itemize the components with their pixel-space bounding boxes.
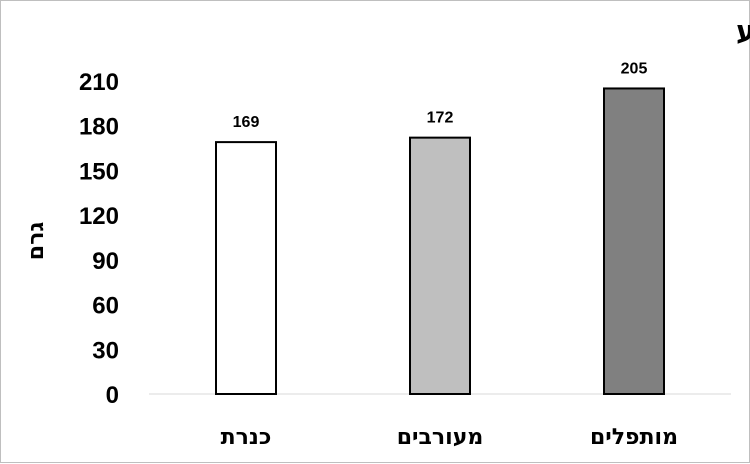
y-tick-label: 210 xyxy=(79,69,119,96)
y-tick-label: 0 xyxy=(106,382,119,409)
category-label: מעורבים xyxy=(397,425,484,450)
bar-value-label: 169 xyxy=(233,114,260,131)
y-axis-ticks: 0 30 60 90 120 150 180 210 xyxy=(79,69,119,409)
bar xyxy=(215,141,277,395)
y-axis-label: גרם xyxy=(24,222,49,261)
bars xyxy=(215,87,665,395)
y-tick-label: 60 xyxy=(92,293,119,320)
bar xyxy=(409,136,471,395)
value-labels: 169 172 205 xyxy=(233,60,648,131)
y-tick-label: 180 xyxy=(79,114,119,141)
bar-value-label: 172 xyxy=(427,110,454,127)
bar-value-label: 205 xyxy=(621,60,648,77)
y-tick-label: 120 xyxy=(79,203,119,230)
chart-title: משקל אצבע xyxy=(736,14,750,48)
category-labels: כנרת מעורבים מותפלים xyxy=(221,425,678,450)
y-tick-label: 30 xyxy=(92,337,119,364)
y-tick-label: 150 xyxy=(79,158,119,185)
category-label: מותפלים xyxy=(590,425,678,450)
category-label: כנרת xyxy=(221,425,272,450)
bar xyxy=(603,87,665,395)
y-tick-label: 90 xyxy=(92,248,119,275)
